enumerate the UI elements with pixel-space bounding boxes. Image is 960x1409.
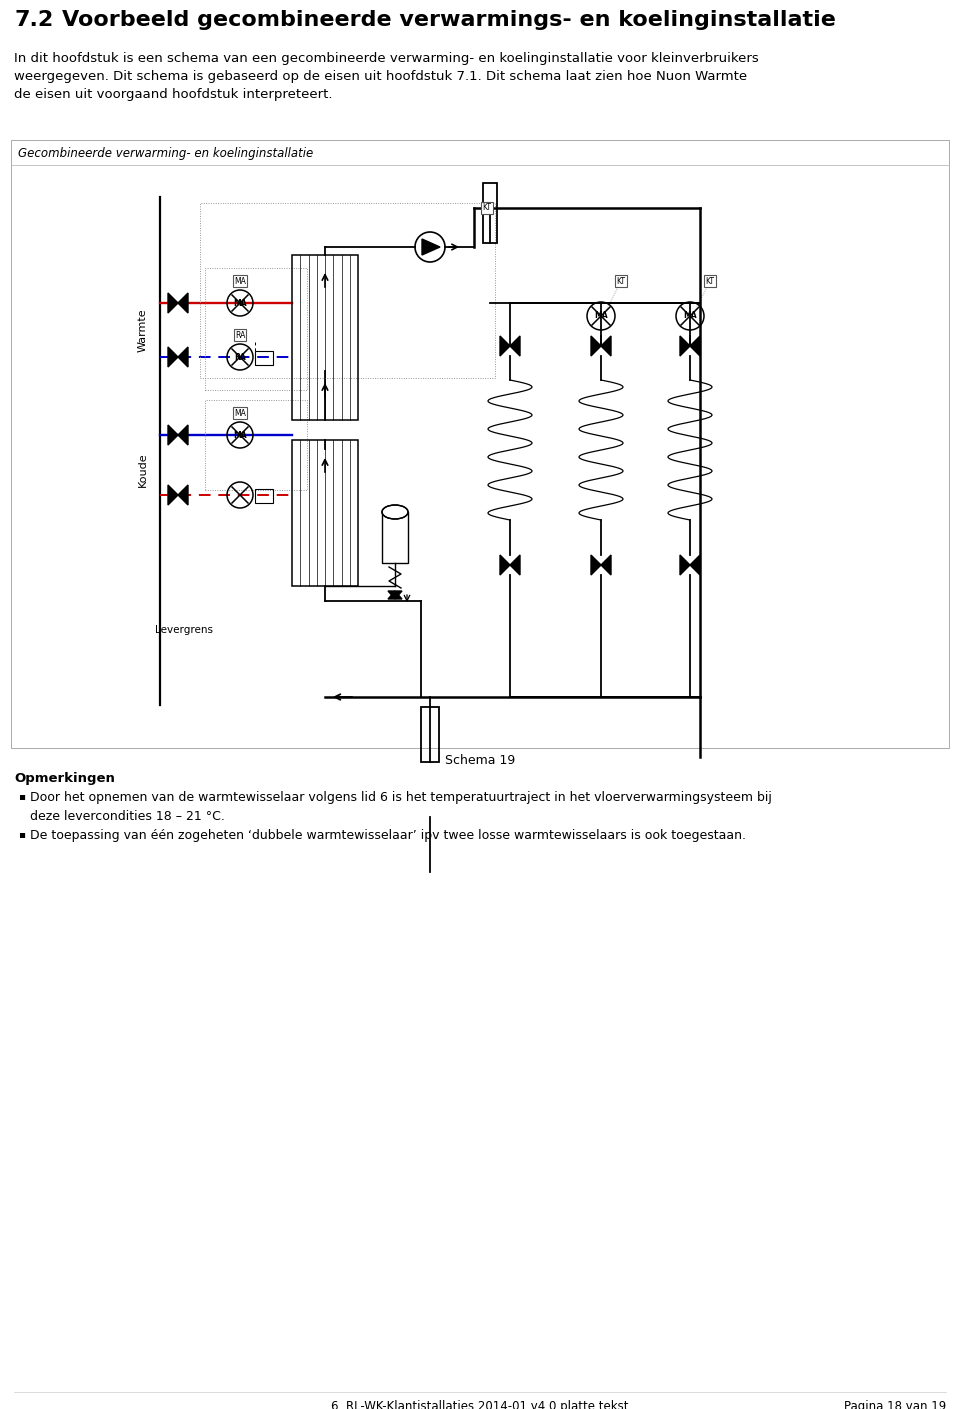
Text: 7.2: 7.2: [14, 10, 53, 30]
Text: Voorbeeld gecombineerde verwarmings- en koelinginstallatie: Voorbeeld gecombineerde verwarmings- en …: [62, 10, 836, 30]
Text: RA: RA: [235, 331, 245, 340]
Text: Door het opnemen van de warmtewisselaar volgens lid 6 is het temperatuurtraject : Door het opnemen van de warmtewisselaar …: [30, 790, 772, 823]
Text: Schema 19: Schema 19: [444, 754, 516, 766]
Text: Opmerkingen: Opmerkingen: [14, 772, 115, 785]
Text: Gecombineerde verwarming- en koelinginstallatie: Gecombineerde verwarming- en koelinginst…: [18, 147, 313, 161]
Text: weergegeven. Dit schema is gebaseerd op de eisen uit hoofdstuk 7.1. Dit schema l: weergegeven. Dit schema is gebaseerd op …: [14, 70, 747, 83]
Text: RA: RA: [234, 352, 246, 362]
Text: MA: MA: [234, 276, 246, 286]
Polygon shape: [168, 426, 178, 445]
Text: Warmte: Warmte: [138, 309, 148, 352]
Polygon shape: [178, 485, 188, 504]
Polygon shape: [591, 555, 601, 575]
Text: MA: MA: [234, 409, 246, 417]
Polygon shape: [388, 590, 402, 599]
Polygon shape: [510, 555, 520, 575]
Text: KT: KT: [483, 203, 492, 213]
Bar: [11, 139, 949, 748]
Polygon shape: [680, 555, 690, 575]
Text: ▪: ▪: [18, 828, 25, 838]
Text: Levergrens: Levergrens: [155, 626, 213, 635]
Polygon shape: [601, 335, 611, 356]
Text: MA: MA: [594, 311, 608, 320]
Polygon shape: [601, 555, 611, 575]
Polygon shape: [168, 347, 178, 366]
Text: ▪: ▪: [18, 790, 25, 800]
Polygon shape: [388, 590, 402, 599]
Bar: [292, 255, 358, 420]
Bar: [255, 489, 273, 503]
Polygon shape: [168, 293, 178, 313]
Bar: [382, 511, 408, 564]
Polygon shape: [178, 426, 188, 445]
Text: Pagina 18 van 19: Pagina 18 van 19: [844, 1401, 946, 1409]
Text: KT: KT: [616, 276, 626, 286]
Bar: [421, 707, 439, 762]
Polygon shape: [500, 555, 510, 575]
Polygon shape: [168, 485, 178, 504]
Polygon shape: [178, 293, 188, 313]
Polygon shape: [591, 335, 601, 356]
Bar: [200, 203, 495, 378]
Text: MA: MA: [233, 431, 247, 440]
Polygon shape: [680, 335, 690, 356]
Polygon shape: [690, 335, 700, 356]
Text: Koude: Koude: [138, 452, 148, 488]
Bar: [205, 268, 307, 390]
Bar: [205, 400, 307, 490]
Ellipse shape: [382, 504, 408, 519]
Text: De toepassing van één zogeheten ‘dubbele warmtewisselaar’ ipv twee losse warmtew: De toepassing van één zogeheten ‘dubbele…: [30, 828, 746, 843]
Polygon shape: [510, 335, 520, 356]
Text: 6  RL-WK-Klantistallaties 2014-01 v4.0 platte tekst: 6 RL-WK-Klantistallaties 2014-01 v4.0 pl…: [331, 1401, 629, 1409]
Polygon shape: [690, 555, 700, 575]
Bar: [483, 183, 497, 242]
Polygon shape: [422, 240, 440, 255]
Polygon shape: [500, 335, 510, 356]
Bar: [292, 440, 358, 586]
Text: de eisen uit voorgaand hoofdstuk interpreteert.: de eisen uit voorgaand hoofdstuk interpr…: [14, 87, 332, 101]
Text: In dit hoofdstuk is een schema van een gecombineerde verwarming- en koelinginsta: In dit hoofdstuk is een schema van een g…: [14, 52, 758, 65]
Polygon shape: [178, 347, 188, 366]
Text: MA: MA: [233, 299, 247, 307]
Bar: [255, 351, 273, 365]
Text: MA: MA: [684, 311, 697, 320]
Text: KT: KT: [706, 276, 714, 286]
